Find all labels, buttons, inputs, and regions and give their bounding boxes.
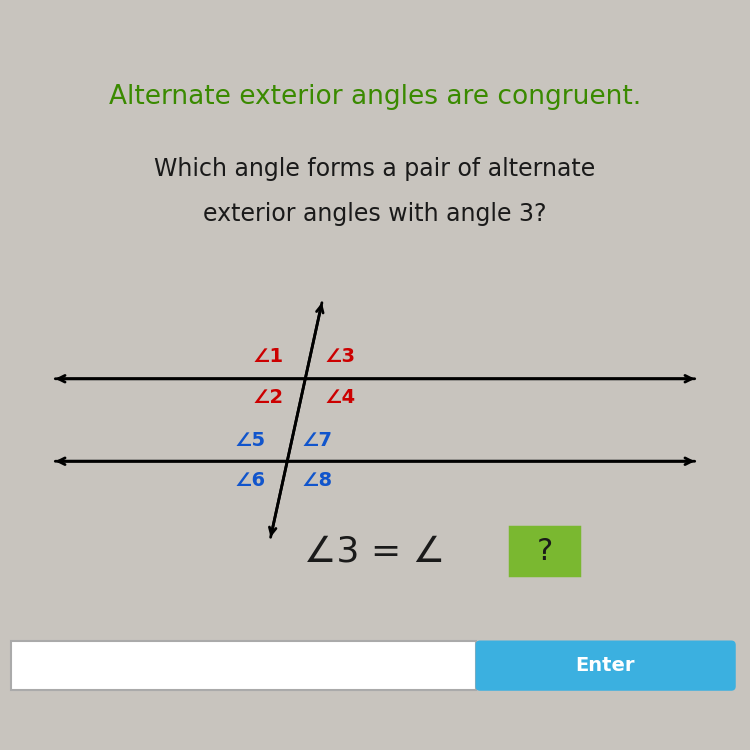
Text: exterior angles with angle 3?: exterior angles with angle 3? [203, 202, 547, 226]
Text: ?: ? [536, 537, 553, 566]
Text: ∠7: ∠7 [302, 430, 333, 450]
Text: ∠8: ∠8 [302, 470, 333, 490]
FancyBboxPatch shape [476, 640, 736, 691]
Text: ∠6: ∠6 [234, 470, 266, 490]
Text: ∠1: ∠1 [252, 346, 284, 366]
FancyBboxPatch shape [11, 641, 476, 690]
Text: ∠3: ∠3 [324, 346, 356, 366]
Text: ∠2: ∠2 [252, 388, 284, 407]
Text: ∠4: ∠4 [324, 388, 356, 407]
FancyBboxPatch shape [510, 527, 579, 575]
Text: ∠3 = ∠: ∠3 = ∠ [304, 534, 446, 568]
Text: Which angle forms a pair of alternate: Which angle forms a pair of alternate [154, 157, 596, 181]
Text: ∠5: ∠5 [234, 430, 266, 450]
Text: Alternate exterior angles are congruent.: Alternate exterior angles are congruent. [109, 85, 641, 110]
Text: Enter: Enter [575, 656, 635, 675]
